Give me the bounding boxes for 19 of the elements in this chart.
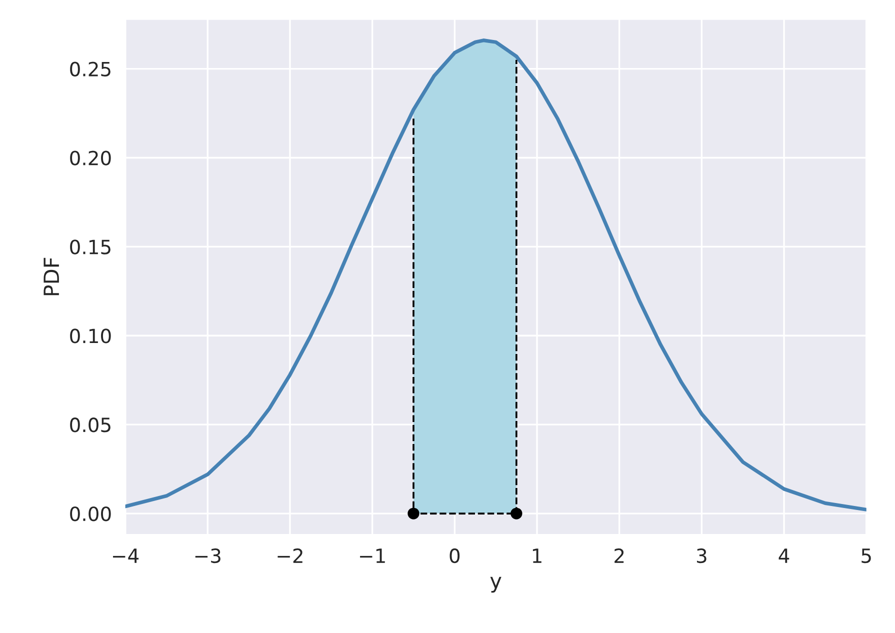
y-tick-label: 0.20 — [70, 150, 111, 166]
x-tick-label: −2 — [278, 548, 302, 563]
y-tick-label: 0.25 — [70, 62, 110, 76]
y-tick-label: 0.15 — [70, 240, 110, 254]
x-tick-label: 0 — [450, 548, 460, 564]
x-tick-label: 4 — [778, 548, 790, 563]
x-tick-label: −1 — [360, 548, 385, 563]
x-tick-label: 1 — [532, 548, 542, 563]
y-tick-label: 0.05 — [70, 418, 110, 432]
y-axis-title: PDF — [44, 258, 59, 296]
x-tick-label: 3 — [696, 548, 706, 564]
x-tick-label: 5 — [862, 548, 871, 564]
x-tick-label: 2 — [614, 548, 624, 563]
line-series — [125, 38, 866, 512]
y-tick-label: 0.00 — [70, 506, 111, 522]
x-axis-title: y — [490, 576, 502, 593]
x-tick-label: −4 — [113, 548, 139, 563]
y-tick-label: 0.10 — [70, 328, 111, 344]
x-tick-label: −3 — [195, 548, 220, 564]
